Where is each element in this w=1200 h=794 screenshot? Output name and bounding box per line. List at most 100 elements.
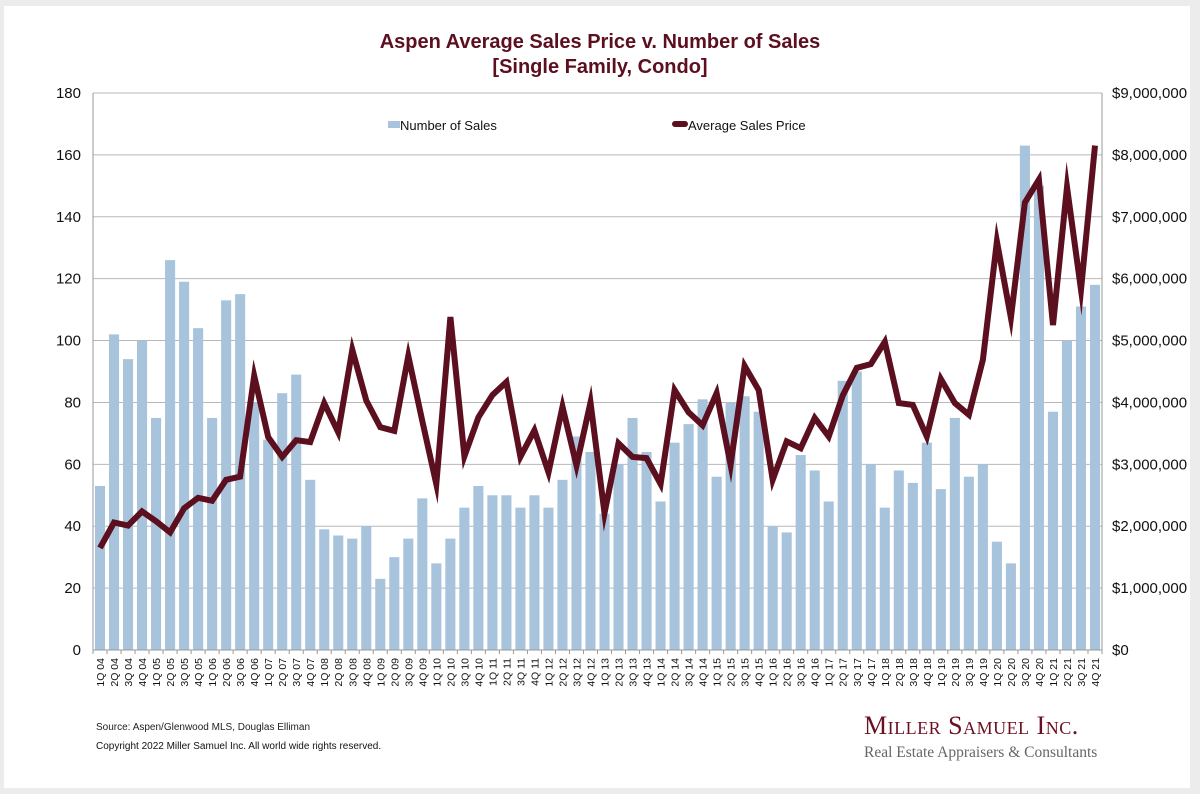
left-tick-label: 40: [64, 518, 81, 535]
x-tick-label: 4Q 16: [810, 658, 822, 687]
x-tick-label: 4Q 12: [585, 658, 597, 687]
x-tick-label: 2Q 11: [501, 658, 513, 686]
x-tick-label: 2Q 16: [782, 658, 794, 687]
x-axis-ticks: 1Q 04 2Q 04 3Q 04 4Q 04 1Q 05 2Q 05 3Q 05 4Q 05…: [95, 658, 1102, 687]
bar: [94, 485, 106, 650]
legend-swatch-average-sales-price: [672, 121, 688, 127]
bar: [907, 482, 918, 650]
brand-tagline: Real Estate Appraisers & Consultants: [864, 744, 1098, 761]
bar: [137, 340, 148, 650]
x-tick-label: 3Q 07: [291, 658, 303, 687]
x-tick-label: 1Q 08: [319, 658, 331, 687]
x-tick-label: 2Q 20: [1006, 658, 1018, 687]
right-axis-ticks: $0 $1,000,000 $2,000,000 $3,000,000 $4,000,0…: [1112, 85, 1187, 659]
bar: [473, 485, 484, 650]
left-tick-label: 140: [56, 209, 81, 226]
legend-label-number-of-sales: Number of Sales: [400, 118, 497, 133]
legend-swatch-number-of-sales: [388, 121, 400, 128]
bar: [1089, 284, 1101, 650]
source-note: Source: Aspen/Glenwood MLS, Douglas Elli…: [96, 722, 311, 733]
x-tick-label: 1Q 04: [95, 658, 107, 687]
x-tick-label: 2Q 04: [109, 658, 121, 687]
x-tick-label: 1Q 06: [207, 658, 219, 687]
x-tick-label: 3Q 14: [684, 658, 696, 687]
bar: [865, 464, 876, 650]
bar: [557, 479, 568, 650]
left-tick-label: 180: [56, 85, 81, 102]
bar: [711, 476, 722, 650]
bar: [921, 442, 932, 650]
bar: [977, 464, 988, 650]
x-tick-label: 3Q 11: [515, 658, 527, 686]
x-tick-label: 1Q 17: [824, 658, 836, 687]
x-tick-label: 2Q 19: [950, 658, 962, 687]
x-tick-label: 1Q 07: [263, 658, 275, 687]
left-tick-label: 60: [64, 456, 81, 473]
bar: [1075, 306, 1087, 650]
copyright-note: Copyright 2022 Miller Samuel Inc. All wo…: [96, 741, 382, 752]
right-tick-label: $4,000,000: [1112, 394, 1187, 411]
x-tick-label: 3Q 17: [852, 658, 864, 687]
bar: [739, 396, 750, 650]
left-tick-label: 0: [73, 642, 81, 659]
axes: [92, 93, 1103, 654]
bar: [809, 470, 820, 650]
x-tick-label: 4Q 13: [642, 658, 654, 687]
bar: [949, 417, 960, 650]
x-tick-label: 3Q 13: [628, 658, 640, 687]
bar: [375, 578, 386, 650]
right-tick-label: $0: [1112, 642, 1129, 659]
bar: [305, 479, 316, 650]
x-tick-label: 4Q 10: [473, 658, 485, 687]
bar: [221, 300, 232, 650]
bar: [543, 507, 554, 650]
bar: [627, 417, 638, 650]
x-tick-label: 2Q 06: [221, 658, 233, 687]
x-tick-label: 4Q 21: [1090, 658, 1102, 687]
bar: [193, 328, 204, 650]
price-line: [97, 145, 1098, 550]
x-tick-label: 3Q 08: [347, 658, 359, 687]
right-tick-label: $9,000,000: [1112, 85, 1187, 102]
x-tick-label: 4Q 17: [866, 658, 878, 687]
x-tick-label: 3Q 20: [1020, 658, 1032, 687]
x-tick-label: 2Q 15: [726, 658, 738, 687]
x-tick-label: 2Q 18: [894, 658, 906, 687]
bar: [249, 402, 260, 650]
bar: [795, 455, 806, 650]
x-tick-label: 3Q 10: [459, 658, 471, 687]
bar: [1033, 185, 1044, 651]
bar: [963, 476, 974, 650]
bar: [1061, 340, 1073, 650]
x-tick-label: 1Q 09: [375, 658, 387, 687]
x-tick-label: 1Q 13: [600, 658, 612, 687]
bar: [361, 526, 372, 650]
bar: [781, 532, 792, 650]
bar: [263, 439, 274, 650]
x-tick-label: 2Q 21: [1062, 658, 1074, 687]
x-tick-label: 4Q 15: [754, 658, 766, 687]
x-tick-label: 3Q 06: [235, 658, 247, 687]
right-tick-label: $1,000,000: [1112, 580, 1187, 597]
bar: [347, 538, 358, 650]
bar: [935, 489, 946, 650]
bar: [851, 371, 862, 650]
bar: [403, 538, 414, 650]
left-tick-label: 80: [64, 394, 81, 411]
x-tick-label: 1Q 14: [656, 658, 668, 687]
bar: [1005, 563, 1016, 650]
x-tick-label: 1Q 05: [151, 658, 163, 687]
bar: [613, 464, 624, 650]
x-tick-label: 2Q 10: [445, 658, 457, 687]
x-tick-label: 2Q 17: [838, 658, 850, 687]
left-axis-ticks: 0 20 40 60 80 100 120 140 160 180: [56, 85, 81, 659]
right-tick-label: $3,000,000: [1112, 456, 1187, 473]
bars-number-of-sales: [94, 145, 1101, 651]
x-tick-label: 3Q 16: [796, 658, 808, 687]
bar: [179, 281, 190, 650]
bar: [669, 442, 680, 650]
bar: [515, 507, 526, 650]
bar: [122, 359, 134, 650]
bar: [599, 513, 610, 650]
x-tick-label: 1Q 16: [768, 658, 780, 687]
